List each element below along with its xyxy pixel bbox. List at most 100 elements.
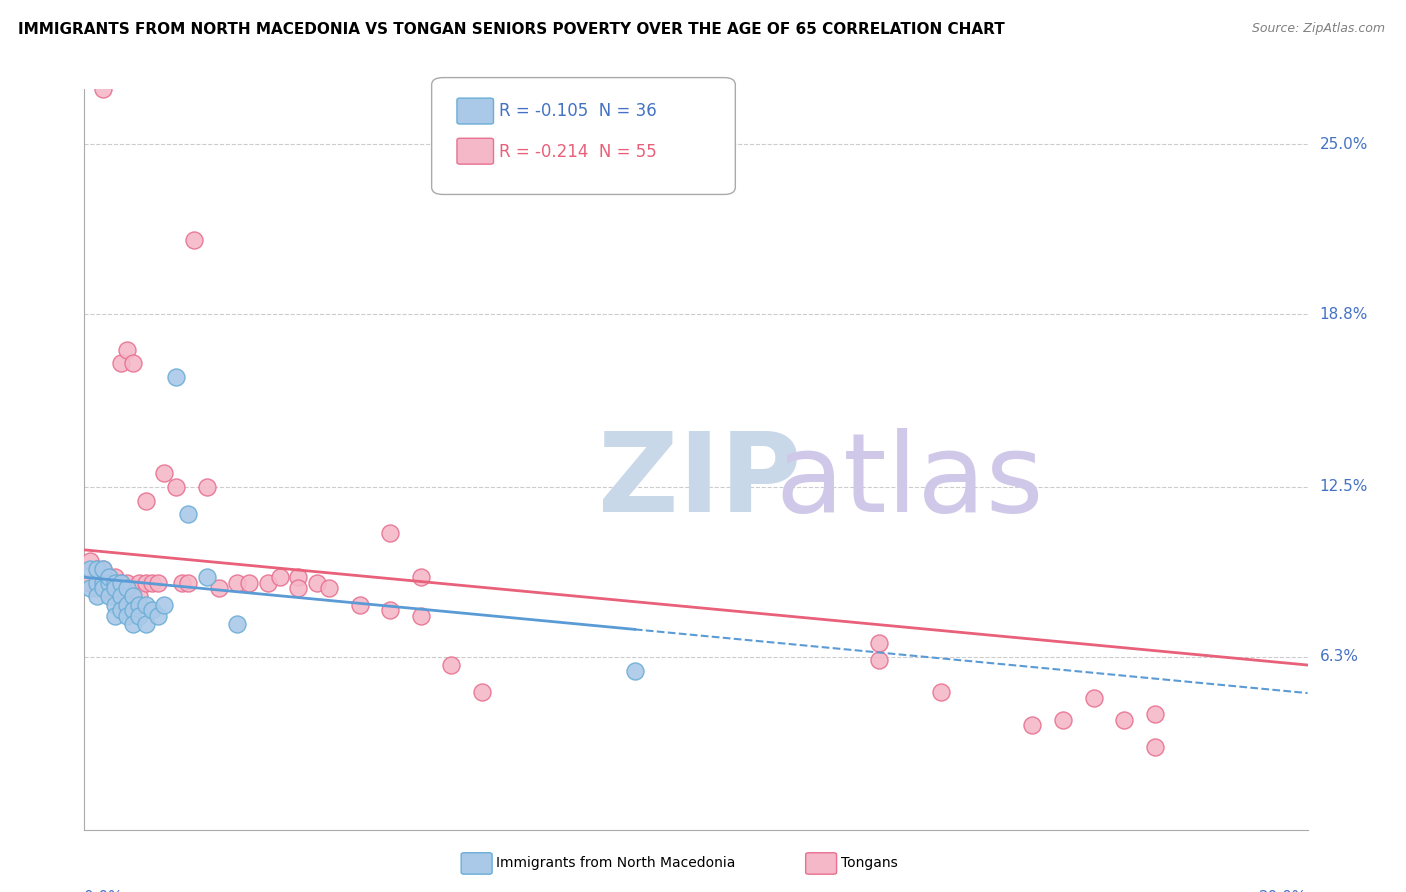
Point: [183, 233, 205, 247]
Text: ZIP: ZIP: [598, 428, 801, 535]
Point: [115, 343, 138, 357]
Point: [869, 636, 891, 650]
Point: [1083, 690, 1105, 705]
Point: [110, 356, 132, 370]
Point: [226, 575, 249, 590]
Point: [318, 581, 340, 595]
Point: [122, 581, 145, 595]
Point: [257, 575, 280, 590]
Point: [115, 598, 138, 612]
Point: [122, 356, 145, 370]
Point: [79, 554, 101, 568]
Text: 18.8%: 18.8%: [1320, 307, 1368, 321]
Point: [409, 570, 432, 584]
Point: [104, 598, 127, 612]
Point: [128, 608, 150, 623]
Point: [104, 575, 127, 590]
Point: [91, 82, 114, 96]
Point: [869, 652, 891, 666]
Point: [104, 608, 127, 623]
Text: 0.0%: 0.0%: [84, 890, 124, 892]
Point: [79, 575, 101, 590]
Point: [269, 570, 291, 584]
Point: [104, 590, 127, 604]
Point: [177, 507, 200, 521]
Point: [471, 685, 494, 699]
Text: 12.5%: 12.5%: [1320, 479, 1368, 494]
Point: [110, 575, 132, 590]
Point: [1114, 713, 1136, 727]
Point: [79, 581, 101, 595]
Point: [1143, 740, 1166, 755]
Point: [305, 575, 328, 590]
Text: IMMIGRANTS FROM NORTH MACEDONIA VS TONGAN SENIORS POVERTY OVER THE AGE OF 65 COR: IMMIGRANTS FROM NORTH MACEDONIA VS TONGA…: [18, 22, 1005, 37]
Point: [97, 590, 120, 604]
Point: [122, 616, 145, 631]
Point: [135, 575, 157, 590]
Point: [165, 480, 187, 494]
Point: [195, 480, 218, 494]
Point: [91, 581, 114, 595]
Point: [624, 664, 647, 678]
Point: [104, 575, 127, 590]
Point: [104, 581, 127, 595]
Text: Source: ZipAtlas.com: Source: ZipAtlas.com: [1251, 22, 1385, 36]
Point: [1143, 707, 1166, 722]
Point: [141, 603, 163, 617]
Point: [380, 603, 402, 617]
Text: R = -0.105  N = 36: R = -0.105 N = 36: [499, 103, 657, 120]
Point: [91, 562, 114, 576]
Text: R = -0.214  N = 55: R = -0.214 N = 55: [499, 143, 657, 161]
Point: [91, 562, 114, 576]
Point: [97, 581, 120, 595]
Point: [91, 575, 114, 590]
Text: 20.0%: 20.0%: [1260, 890, 1308, 892]
Point: [122, 590, 145, 604]
Point: [97, 570, 120, 584]
Point: [287, 570, 309, 584]
Point: [97, 575, 120, 590]
Point: [79, 562, 101, 576]
Point: [128, 575, 150, 590]
Point: [440, 658, 463, 673]
Point: [97, 570, 120, 584]
Text: Immigrants from North Macedonia: Immigrants from North Macedonia: [496, 856, 735, 871]
Point: [153, 466, 176, 480]
Point: [135, 598, 157, 612]
Point: [349, 598, 371, 612]
Point: [929, 685, 952, 699]
Point: [128, 590, 150, 604]
Point: [110, 590, 132, 604]
Point: [115, 608, 138, 623]
Point: [110, 575, 132, 590]
Text: Tongans: Tongans: [841, 856, 897, 871]
Point: [1052, 713, 1074, 727]
Point: [238, 575, 260, 590]
Point: [135, 493, 157, 508]
Point: [91, 575, 114, 590]
Point: [208, 581, 231, 595]
Text: 25.0%: 25.0%: [1320, 136, 1368, 152]
Point: [177, 575, 200, 590]
Point: [141, 575, 163, 590]
Point: [115, 575, 138, 590]
Point: [287, 581, 309, 595]
Point: [172, 575, 194, 590]
Point: [146, 608, 169, 623]
Point: [226, 616, 249, 631]
Point: [86, 590, 108, 604]
Point: [110, 603, 132, 617]
Point: [86, 562, 108, 576]
Point: [86, 575, 108, 590]
Point: [380, 526, 402, 541]
Point: [86, 562, 108, 576]
Point: [86, 581, 108, 595]
Point: [104, 570, 127, 584]
Point: [165, 370, 187, 384]
Point: [409, 608, 432, 623]
Point: [146, 575, 169, 590]
Point: [1021, 718, 1043, 732]
Point: [122, 603, 145, 617]
Point: [115, 581, 138, 595]
Point: [153, 598, 176, 612]
